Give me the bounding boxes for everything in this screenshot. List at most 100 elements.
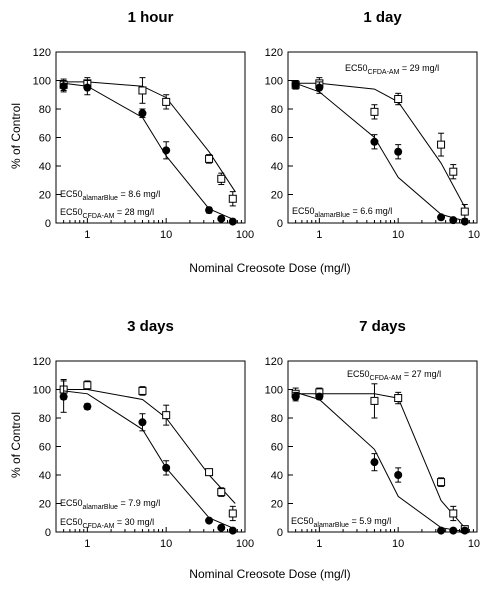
- y-tick-label: 40: [271, 161, 283, 173]
- data-point-square: [370, 396, 379, 405]
- data-point-square: [394, 394, 403, 403]
- x-tick-label: 1: [316, 229, 322, 241]
- y-tick-label: 80: [271, 104, 283, 116]
- x-tick-label: 10: [392, 229, 404, 241]
- y-tick-label: 100: [33, 76, 51, 88]
- y-tick-label: 100: [265, 385, 283, 397]
- y-tick-label: 0: [277, 527, 283, 539]
- fit-line: [295, 82, 468, 223]
- x-tick-label: 10: [160, 538, 172, 550]
- data-point-square: [437, 140, 446, 149]
- data-point-circle: [162, 146, 171, 155]
- y-tick-label: 20: [271, 190, 283, 202]
- data-point-circle: [460, 217, 469, 226]
- data-point-circle: [228, 526, 237, 535]
- data-point-square: [370, 107, 379, 116]
- data-point-circle: [291, 80, 300, 89]
- data-point-square: [217, 488, 226, 497]
- chart-panel: 7 days020406080100120110100EC50CFDA-AM =…: [265, 318, 480, 550]
- x-tick-label: 100: [236, 538, 254, 550]
- data-point-circle: [205, 516, 214, 525]
- data-point-square: [449, 509, 458, 518]
- y-axis-label-top: % of Control: [9, 103, 23, 169]
- x-tick-label: 10: [392, 538, 404, 550]
- data-point-circle: [370, 458, 379, 467]
- ec50-annotation: EC50CFDA-AM = 29 mg/l: [345, 63, 439, 76]
- data-point-square: [228, 194, 237, 203]
- ec50-annotation: EC50CFDA-AM = 28 mg/l: [60, 207, 154, 220]
- y-tick-label: 80: [39, 104, 51, 116]
- data-point-circle: [217, 214, 226, 223]
- data-point-square: [138, 386, 147, 395]
- y-tick-label: 100: [265, 76, 283, 88]
- panel-title: 1 hour: [128, 9, 174, 26]
- data-point-square: [205, 154, 214, 163]
- data-point-circle: [228, 217, 237, 226]
- data-point-circle: [315, 83, 324, 92]
- plot-frame: [287, 51, 478, 224]
- data-point-circle: [162, 463, 171, 472]
- x-tick-label: 100: [468, 538, 480, 550]
- x-axis-label-top: Nominal Creosote Dose (mg/l): [189, 261, 350, 275]
- data-point-circle: [460, 526, 469, 535]
- y-tick-label: 80: [271, 413, 283, 425]
- x-tick-label: 100: [236, 229, 254, 241]
- data-point-circle: [217, 523, 226, 532]
- data-point-circle: [138, 418, 147, 427]
- data-point-circle: [315, 392, 324, 401]
- x-axis-label-bottom: Nominal Creosote Dose (mg/l): [189, 567, 350, 581]
- data-point-circle: [205, 206, 214, 215]
- data-point-circle: [437, 526, 446, 535]
- y-tick-label: 120: [265, 356, 283, 368]
- fit-line: [63, 81, 236, 192]
- y-tick-label: 20: [39, 499, 51, 511]
- y-tick-label: 20: [39, 190, 51, 202]
- x-tick-label: 100: [468, 229, 480, 241]
- data-point-square: [449, 167, 458, 176]
- x-tick-label: 1: [84, 229, 90, 241]
- y-tick-label: 120: [33, 47, 51, 59]
- ec50-annotation: EC50CFDA-AM = 30 mg/l: [60, 517, 154, 530]
- ec50-annotation: EC50alamarBlue = 6.6 mg/l: [292, 206, 392, 219]
- y-tick-label: 0: [45, 218, 51, 230]
- data-point-square: [162, 411, 171, 420]
- fit-line: [295, 391, 468, 533]
- data-point-circle: [59, 82, 68, 91]
- x-tick-label: 10: [160, 229, 172, 241]
- data-point-circle: [83, 83, 92, 92]
- y-tick-label: 0: [45, 527, 51, 539]
- y-tick-label: 0: [277, 218, 283, 230]
- data-point-square: [205, 468, 214, 477]
- y-tick-label: 20: [271, 499, 283, 511]
- y-tick-label: 60: [271, 442, 283, 454]
- y-tick-label: 40: [39, 161, 51, 173]
- y-axis-label-bottom: % of Control: [9, 412, 23, 478]
- data-point-square: [460, 207, 469, 216]
- data-point-circle: [83, 402, 92, 411]
- ec50-annotation: EC50alamarBlue = 8.6 mg/l: [60, 189, 160, 202]
- y-tick-label: 120: [265, 47, 283, 59]
- ec50-annotation: EC50alamarBlue = 7.9 mg/l: [60, 498, 160, 511]
- data-point-circle: [449, 216, 458, 225]
- ec50-annotation: EC50CFDA-AM = 27 mg/l: [347, 369, 441, 382]
- data-point-square: [437, 478, 446, 487]
- data-point-square: [162, 97, 171, 106]
- y-tick-label: 40: [271, 470, 283, 482]
- data-point-square: [394, 95, 403, 104]
- data-point-circle: [394, 471, 403, 479]
- data-point-circle: [291, 392, 300, 401]
- panel-title: 3 days: [127, 318, 174, 335]
- data-point-square: [83, 381, 92, 390]
- data-point-square: [217, 174, 226, 183]
- ec50-annotation: EC50alamarBlue = 5.9 mg/l: [291, 516, 391, 529]
- y-tick-label: 60: [39, 133, 51, 145]
- x-tick-label: 1: [316, 538, 322, 550]
- chart-panel: 1 day020406080100120110100EC50CFDA-AM = …: [265, 9, 480, 241]
- y-tick-label: 100: [33, 385, 51, 397]
- y-tick-label: 60: [271, 133, 283, 145]
- y-tick-label: 120: [33, 356, 51, 368]
- data-point-circle: [138, 109, 147, 118]
- panel-title: 1 day: [363, 9, 402, 26]
